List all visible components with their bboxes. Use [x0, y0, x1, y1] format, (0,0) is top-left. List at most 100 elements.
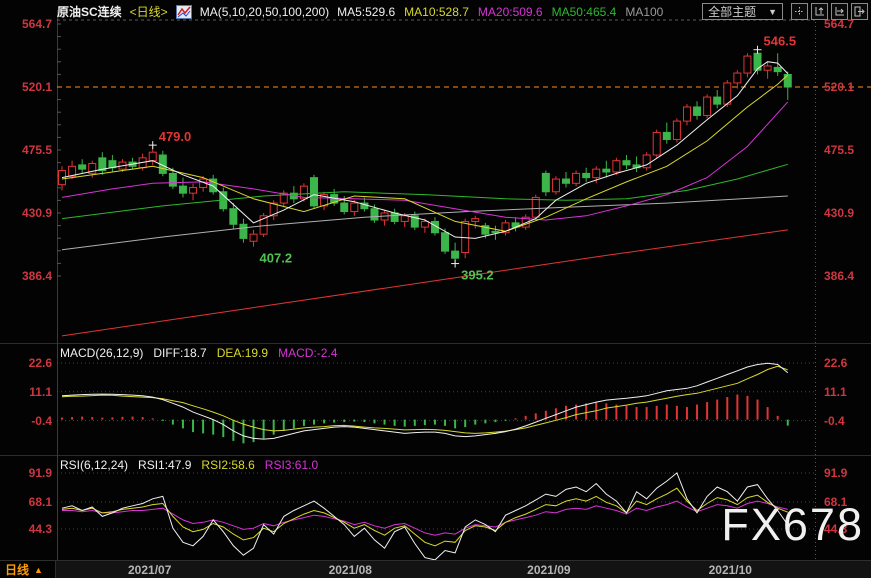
y-axis-label: 44.3 [28, 522, 52, 536]
ma-line-ma200 [61, 229, 788, 337]
candle-body [773, 66, 782, 73]
rsi2-value: RSI2:58.6 [201, 458, 255, 472]
dropdown-arrow-icon: ▼ [768, 6, 777, 17]
candle-body [320, 194, 329, 207]
candle-body [249, 233, 258, 242]
macd-indicator-header: MACD(26,12,9) DIFF:18.7 DEA:19.9 MACD:-2… [60, 346, 337, 360]
y-axis-label: 430.9 [21, 206, 52, 220]
macd-macd-value: MACD:-2.4 [278, 346, 338, 360]
period-selector[interactable]: 日线 ▲ [0, 561, 56, 578]
chart-header: 原油SC连续 <日线> MA(5,10,20,50,100,200) MA5:5… [57, 3, 868, 20]
candle-body [471, 218, 480, 222]
x-axis-label: 2021/10 [708, 563, 752, 577]
y-axis-label: 520.1 [21, 80, 52, 94]
candle-body [168, 172, 177, 187]
themes-dropdown-label: 全部主题 [708, 5, 757, 19]
candle-body [693, 106, 702, 116]
candle-body [400, 215, 409, 222]
header-toolbar [791, 3, 868, 20]
candle-body [602, 168, 611, 173]
candle-body [390, 212, 399, 222]
ma-legend-item: MA20:509.6 [477, 4, 543, 19]
y-axis-label: 564.7 [21, 17, 52, 31]
pan-right-icon [835, 7, 844, 16]
ma-legend-item: MA5:529.6 [337, 4, 396, 19]
y-axis-label: 68.1 [28, 495, 52, 509]
ma-line-ma5 [61, 61, 789, 239]
candle-body [88, 162, 97, 174]
ma-line-ma100 [61, 195, 788, 251]
candle-body [612, 160, 621, 173]
candle-body [189, 187, 198, 194]
y-axis-label: 475.5 [21, 143, 52, 157]
ma-legend: MA5:529.6 MA10:528.7 MA20:509.6 MA50:465.4 M… [337, 5, 663, 19]
rsi-line-rsi2 [61, 487, 788, 547]
y-axis-label: 11.1 [824, 384, 847, 399]
candle-body [652, 131, 661, 156]
candle-body [299, 185, 308, 200]
candle-body [622, 160, 631, 166]
candle-body [410, 215, 419, 228]
y-axis-label: 68.1 [824, 495, 848, 509]
period-label: 日线 [5, 563, 30, 577]
candle-body [783, 73, 792, 88]
macd-params-label: MACD(26,12,9) [60, 346, 144, 360]
rsi-indicator-header: RSI(6,12,24) RSI1:47.9 RSI2:58.6 RSI3:61… [60, 458, 318, 472]
y-axis-label: 386.4 [21, 269, 52, 283]
candle-body [521, 216, 530, 228]
candle-body [370, 208, 379, 221]
ma-line-ma10 [61, 74, 789, 232]
scale-axis-button[interactable] [811, 3, 828, 20]
x-axis-label: 2021/08 [328, 563, 372, 577]
rsi-line-rsi1 [61, 472, 789, 561]
y-axis-label: 520.1 [824, 80, 855, 94]
price-annotation: 407.2 [260, 251, 293, 266]
candle-body [592, 168, 601, 179]
candle-body [78, 164, 87, 170]
candle-body [582, 172, 591, 179]
timeline-bar: 日线 ▲ 2021/07 2021/08 2021/09 2021/10 [0, 560, 871, 578]
candle-body [279, 192, 288, 204]
candle-body [58, 170, 66, 186]
candle-body [763, 65, 772, 71]
triangle-up-icon: ▲ [34, 564, 43, 575]
price-annotation: 546.5 [764, 34, 797, 49]
candle-body [310, 177, 318, 207]
candle-body [269, 202, 278, 217]
candle-body [743, 55, 752, 74]
candle-body [531, 196, 540, 218]
ma-legend-item: MA100 [625, 4, 664, 19]
macd-diff-line [61, 362, 789, 440]
candle-body [209, 178, 218, 193]
crosshair-button[interactable] [791, 3, 808, 20]
candle-body [229, 208, 238, 225]
instrument-title: 原油SC连续 [57, 5, 122, 19]
exit-chart-button[interactable] [851, 3, 868, 20]
themes-dropdown-button[interactable]: 全部主题 ▼ [702, 3, 783, 20]
fx678-watermark: FX678 [721, 499, 864, 550]
candle-body [541, 172, 550, 193]
candle-body [350, 202, 359, 213]
y-axis-label: -0.4 [31, 413, 52, 428]
y-axis-label: 91.9 [28, 466, 52, 480]
chart-type-icon[interactable] [175, 4, 192, 19]
y-axis-label: 386.4 [824, 269, 855, 283]
ma-line-ma50 [61, 163, 788, 220]
y-axis-label: 11.1 [29, 384, 52, 399]
candle-body [662, 131, 671, 140]
candle-body [148, 151, 157, 162]
exit-chart-icon [854, 6, 865, 17]
candle-body [642, 154, 651, 169]
pan-right-button[interactable] [831, 3, 848, 20]
price-annotation: 395.2 [461, 268, 494, 283]
x-axis-label: 2021/09 [527, 563, 571, 577]
candle-body [68, 165, 77, 177]
candle-body [562, 178, 570, 184]
candle-body [713, 96, 722, 105]
candle-body [178, 185, 187, 194]
candle-body [491, 230, 500, 234]
candle-body [340, 202, 349, 213]
macd-dea-value: DEA:19.9 [216, 346, 269, 360]
y-axis-label: 564.7 [824, 17, 855, 31]
